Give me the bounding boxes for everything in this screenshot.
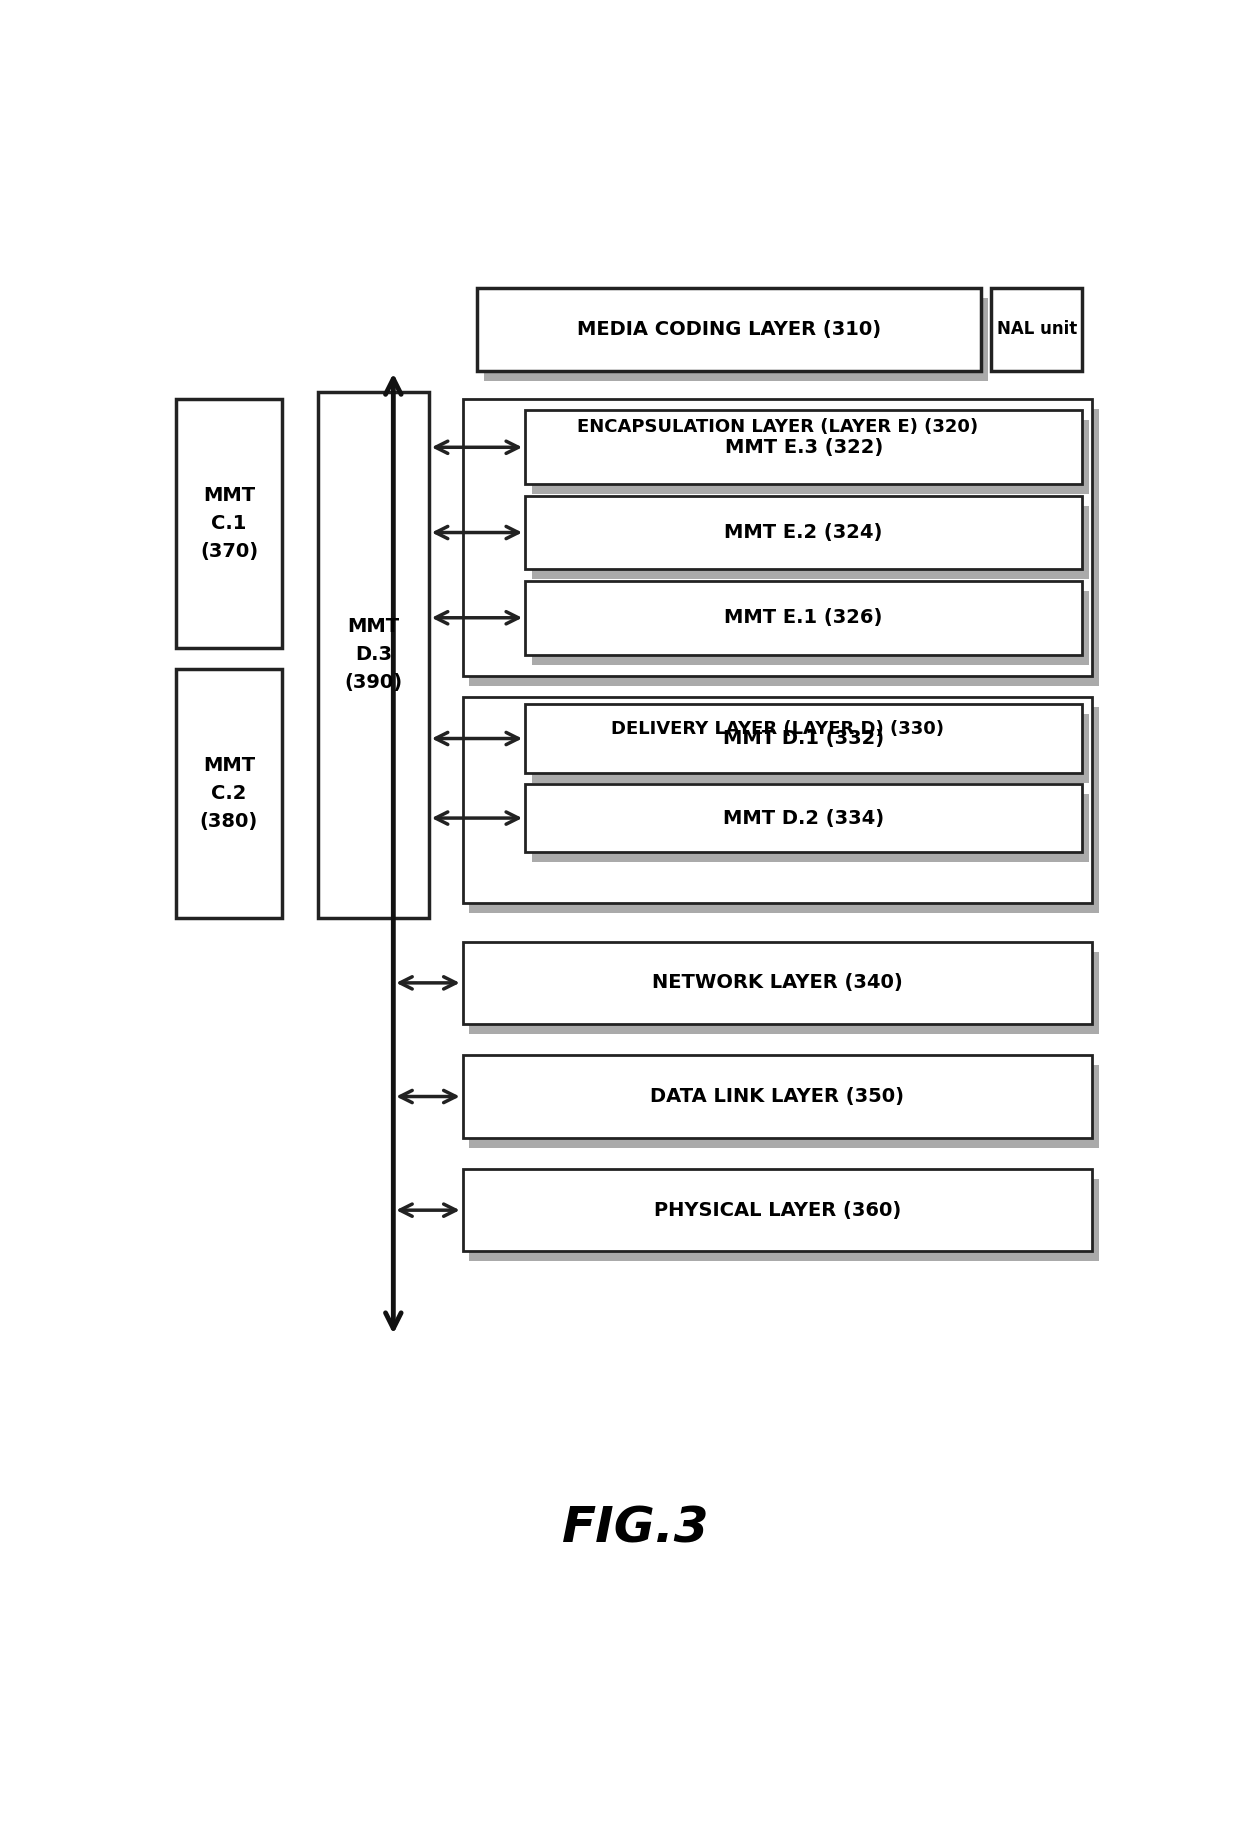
Text: PHYSICAL LAYER (360): PHYSICAL LAYER (360) <box>653 1201 901 1220</box>
Bar <box>525 410 1083 483</box>
Text: ENCAPSULATION LAYER (LAYER E) (320): ENCAPSULATION LAYER (LAYER E) (320) <box>577 419 978 437</box>
Bar <box>532 421 1089 494</box>
Text: DATA LINK LAYER (350): DATA LINK LAYER (350) <box>650 1087 904 1105</box>
Bar <box>532 714 1089 782</box>
Bar <box>532 793 1089 862</box>
Bar <box>469 707 1099 913</box>
Bar <box>477 288 982 371</box>
Bar <box>532 506 1089 579</box>
Bar <box>463 697 1092 904</box>
Text: NETWORK LAYER (340): NETWORK LAYER (340) <box>652 974 903 993</box>
Bar <box>469 410 1099 686</box>
Text: MMT
C.1
(370): MMT C.1 (370) <box>200 485 258 561</box>
Bar <box>463 941 1092 1024</box>
Bar <box>176 399 281 648</box>
Text: DELIVERY LAYER (LAYER D) (330): DELIVERY LAYER (LAYER D) (330) <box>611 720 944 738</box>
Bar <box>525 581 1083 655</box>
Bar <box>469 1065 1099 1148</box>
Bar <box>463 399 1092 675</box>
Text: MMT E.2 (324): MMT E.2 (324) <box>724 522 883 542</box>
Bar <box>176 670 281 917</box>
Text: NAL unit: NAL unit <box>997 321 1076 338</box>
Bar <box>991 288 1083 371</box>
Bar <box>463 1055 1092 1138</box>
Text: MMT D.1 (332): MMT D.1 (332) <box>723 729 884 747</box>
Text: FIG.3: FIG.3 <box>562 1504 709 1552</box>
Bar <box>463 1170 1092 1251</box>
Text: MMT
D.3
(390): MMT D.3 (390) <box>345 618 403 692</box>
Bar <box>469 952 1099 1033</box>
Bar <box>532 590 1089 664</box>
Text: MMT E.3 (322): MMT E.3 (322) <box>724 437 883 458</box>
Bar <box>319 391 429 917</box>
Bar <box>469 1179 1099 1262</box>
Text: MMT
C.2
(380): MMT C.2 (380) <box>200 756 258 830</box>
Text: MEDIA CODING LAYER (310): MEDIA CODING LAYER (310) <box>577 319 882 339</box>
Bar <box>484 299 988 380</box>
Bar <box>525 784 1083 852</box>
Bar <box>525 705 1083 773</box>
Bar <box>525 496 1083 570</box>
Text: MMT E.1 (326): MMT E.1 (326) <box>724 609 883 627</box>
Text: MMT D.2 (334): MMT D.2 (334) <box>723 808 884 828</box>
